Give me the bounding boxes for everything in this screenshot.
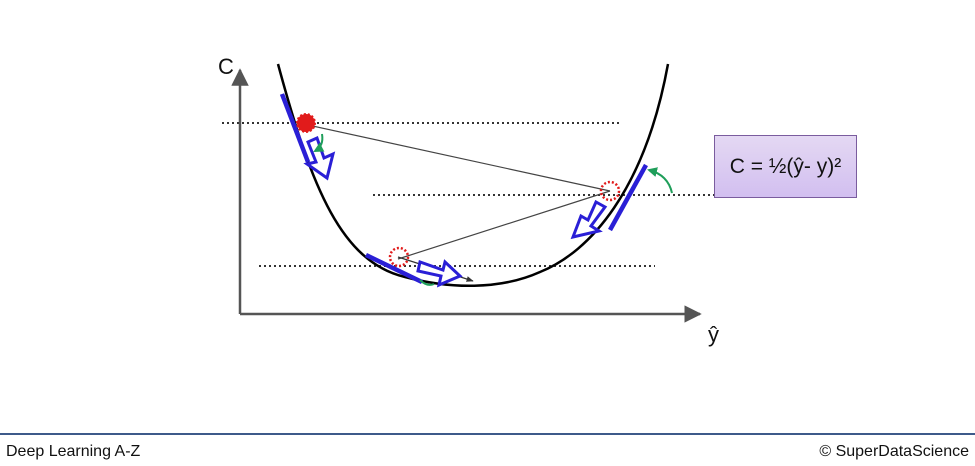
y-axis-label: C [218,54,234,79]
footer-divider [0,433,975,435]
cost-formula-box: C = ½(ŷ- y)² [714,135,857,198]
angle-arc-icon [419,279,435,286]
x-axis-label: ŷ [708,322,719,347]
step-line-1 [307,124,611,192]
red-ball-icon [296,113,316,133]
angle-arc-icon [313,133,325,152]
cost-formula: C = ½(ŷ- y)² [729,154,842,178]
course-title: Deep Learning A-Z [6,443,141,460]
copyright-notice: © SuperDataScience [819,443,969,460]
cost-curve [276,63,670,287]
hollow-arrow-icon [570,199,608,240]
angle-arc-icon [647,167,673,194]
tangent-line-3 [365,252,423,285]
tangent-line-1 [279,93,311,163]
hollow-arrow-icon [303,135,336,181]
step-line-2 [397,190,611,260]
dotted-ball-2 [599,180,621,202]
tangent-line-2 [608,163,648,232]
hollow-arrow-icon [416,259,463,288]
dotted-ball-3 [388,246,410,268]
